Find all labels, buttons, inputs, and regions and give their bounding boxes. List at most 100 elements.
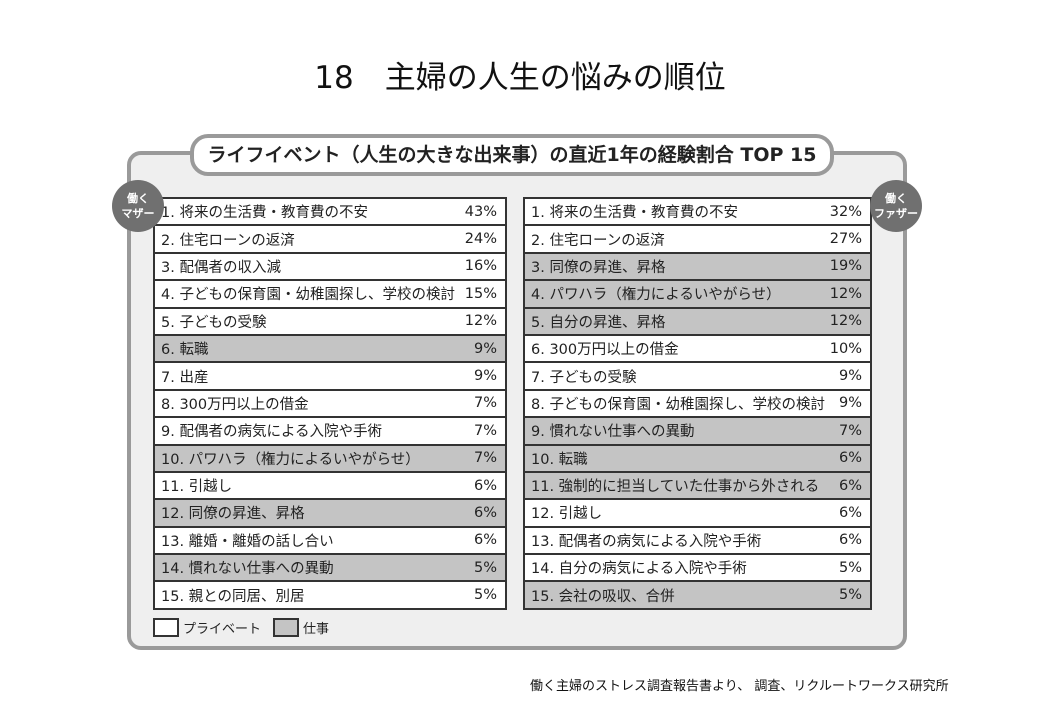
row-value: 7% — [473, 395, 497, 412]
table-row: 12. 引越し 6% — [525, 500, 870, 528]
table-row: 10. パワハラ（権力によるいやがらせ） 7% — [155, 445, 505, 473]
row-value: 5% — [473, 587, 497, 604]
row-value: 6% — [473, 532, 497, 549]
table-row: 5. 自分の昇進、昇格 12% — [525, 308, 870, 336]
badge-line: 働く — [127, 192, 149, 205]
row-value: 6% — [838, 532, 862, 549]
table-row: 7. 子どもの受験 9% — [525, 363, 870, 391]
row-label: 11. 引越し — [161, 479, 233, 496]
row-label: 4. パワハラ（権力によるいやがらせ） — [531, 287, 781, 304]
row-value: 27% — [829, 231, 862, 248]
row-label: 15. 会社の吸収、合併 — [531, 588, 675, 605]
row-label: 13. 離婚・離婚の話し合い — [161, 533, 334, 550]
table-row: 9. 配偶者の病気による入院や手術 7% — [155, 418, 505, 446]
row-label: 4. 子どもの保育園・幼稚園探し、学校の検討 — [161, 287, 455, 304]
row-value: 9% — [838, 395, 862, 412]
table-row: 15. 会社の吸収、合併 5% — [525, 582, 870, 608]
row-value: 6% — [838, 504, 862, 521]
row-value: 7% — [473, 422, 497, 439]
row-value: 9% — [838, 368, 862, 385]
table-row: 10. 転職 6% — [525, 445, 870, 473]
table-row: 14. 慣れない仕事への異動 5% — [155, 555, 505, 583]
table-row: 2. 住宅ローンの返済 24% — [155, 226, 505, 254]
row-value: 16% — [464, 258, 497, 275]
row-value: 32% — [829, 203, 862, 220]
row-value: 9% — [473, 340, 497, 357]
table-row: 6. 転職 9% — [155, 335, 505, 364]
row-label: 5. 子どもの受験 — [161, 314, 267, 331]
row-label: 13. 配偶者の病気による入院や手術 — [531, 533, 762, 550]
row-label: 2. 住宅ローンの返済 — [531, 232, 665, 249]
row-label: 12. 同僚の昇進、昇格 — [161, 506, 305, 523]
row-label: 3. 配偶者の収入減 — [161, 259, 281, 276]
panel-title: ライフイベント（人生の大きな出来事）の直近1年の経験割合 TOP 15 — [190, 134, 834, 176]
table-row: 9. 慣れない仕事への異動 7% — [525, 418, 870, 446]
row-label: 2. 住宅ローンの返済 — [161, 232, 295, 249]
table-row: 3. 配偶者の収入減 16% — [155, 254, 505, 282]
row-label: 8. 子どもの保育園・幼稚園探し、学校の検討 — [531, 396, 825, 413]
row-value: 12% — [829, 313, 862, 330]
row-label: 12. 引越し — [531, 506, 603, 523]
table-row: 12. 同僚の昇進、昇格 6% — [155, 500, 505, 528]
legend: プライベート 仕事 — [153, 618, 329, 637]
table-row: 11. 強制的に担当していた仕事から外される 6% — [525, 472, 870, 501]
table-row: 7. 出産 9% — [155, 363, 505, 391]
row-value: 7% — [838, 422, 862, 439]
row-label: 7. 出産 — [161, 369, 209, 386]
row-label: 14. 慣れない仕事への異動 — [161, 561, 334, 578]
row-value: 5% — [838, 559, 862, 576]
row-value: 6% — [473, 504, 497, 521]
row-label: 14. 自分の病気による入院や手術 — [531, 561, 747, 578]
row-label: 9. 慣れない仕事への異動 — [531, 424, 695, 441]
working-mother-badge: 働く マザー — [112, 180, 164, 232]
row-value: 7% — [473, 450, 497, 467]
table-row: 4. パワハラ（権力によるいやがらせ） 12% — [525, 281, 870, 309]
table-row: 15. 親との同居、別居 5% — [155, 582, 505, 607]
table-row: 3. 同僚の昇進、昇格 19% — [525, 253, 870, 282]
table-row: 13. 離婚・離婚の話し合い 6% — [155, 528, 505, 556]
row-value: 43% — [464, 203, 497, 220]
row-value: 5% — [473, 559, 497, 576]
row-label: 10. パワハラ（権力によるいやがらせ） — [161, 451, 420, 468]
row-label: 3. 同僚の昇進、昇格 — [531, 259, 666, 276]
legend-swatch-private — [153, 618, 179, 637]
row-label: 10. 転職 — [531, 451, 588, 468]
table-row: 2. 住宅ローンの返済 27% — [525, 226, 870, 254]
legend-swatch-work — [273, 618, 300, 637]
table-row: 1. 将来の生活費・教育費の不安 32% — [525, 199, 870, 227]
table-row: 1. 将来の生活費・教育費の不安 43% — [155, 199, 505, 227]
badge-line: マザー — [121, 207, 155, 220]
row-value: 12% — [829, 285, 862, 302]
table-row: 8. 子どもの保育園・幼稚園探し、学校の検討 9% — [525, 391, 870, 419]
table-row: 11. 引越し 6% — [155, 473, 505, 501]
row-value: 12% — [464, 313, 497, 330]
row-label: 15. 親との同居、別居 — [161, 588, 305, 605]
row-value: 6% — [473, 477, 497, 494]
row-label: 11. 強制的に担当していた仕事から外される — [531, 479, 820, 496]
working-father-badge: 働く ファザー — [870, 180, 922, 232]
row-label: 6. 転職 — [161, 342, 209, 359]
row-value: 10% — [829, 340, 862, 357]
table-row: 8. 300万円以上の借金 7% — [155, 391, 505, 419]
row-label: 9. 配偶者の病気による入院や手術 — [161, 424, 383, 441]
legend-label-work: 仕事 — [303, 622, 330, 637]
badge-line: 働く — [885, 192, 907, 205]
badge-line: ファザー — [874, 207, 918, 220]
table-row: 13. 配偶者の病気による入院や手術 6% — [525, 528, 870, 556]
row-label: 7. 子どもの受験 — [531, 369, 637, 386]
table-row: 14. 自分の病気による入院や手術 5% — [525, 555, 870, 583]
row-value: 6% — [838, 450, 862, 467]
row-value: 24% — [464, 231, 497, 248]
row-value: 5% — [838, 587, 862, 604]
page-title: 18 主婦の人生の悩みの順位 — [314, 60, 726, 96]
row-label: 5. 自分の昇進、昇格 — [531, 314, 666, 331]
row-value: 15% — [464, 285, 497, 302]
row-label: 8. 300万円以上の借金 — [161, 396, 309, 413]
source-note: 働く主婦のストレス調査報告書より、 調査、リクルートワークス研究所 — [530, 679, 949, 694]
table-row: 6. 300万円以上の借金 10% — [525, 336, 870, 364]
row-label: 1. 将来の生活費・教育費の不安 — [161, 205, 368, 222]
table-row: 4. 子どもの保育園・幼稚園探し、学校の検討 15% — [155, 281, 505, 309]
row-label: 1. 将来の生活費・教育費の不安 — [531, 205, 738, 222]
mother-ranking-table: 1. 将来の生活費・教育費の不安 43% 2. 住宅ローンの返済 24% 3. 配偶者の… — [153, 197, 507, 610]
row-value: 6% — [838, 477, 862, 494]
